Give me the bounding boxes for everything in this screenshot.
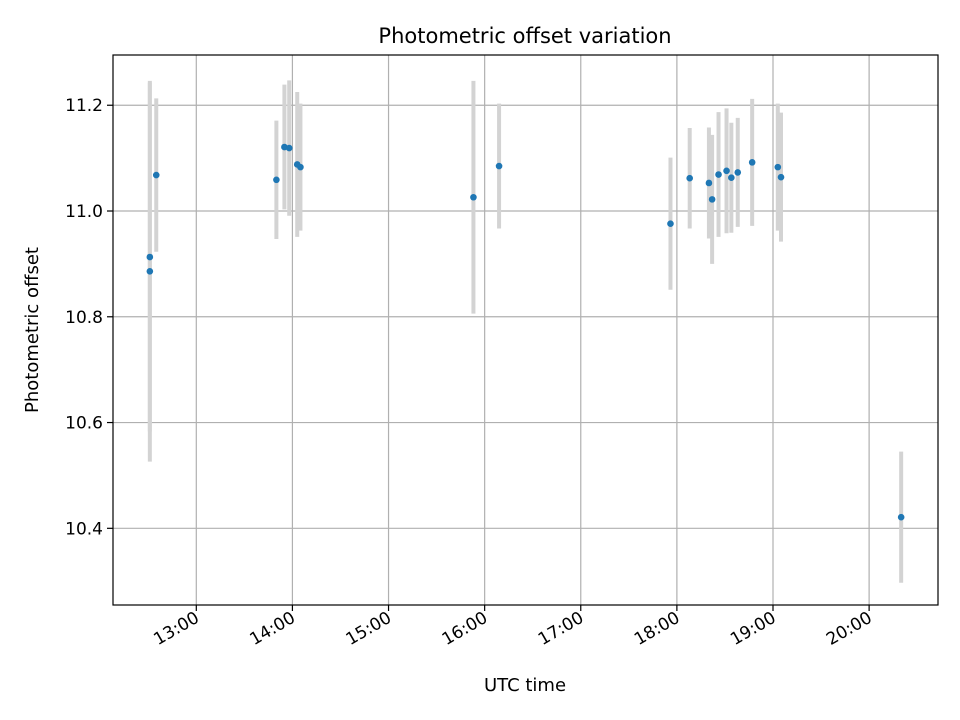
data-point xyxy=(723,167,730,175)
data-point xyxy=(146,253,154,261)
y-tick-label: 11.0 xyxy=(65,202,103,222)
data-point xyxy=(152,171,160,179)
chart-title: Photometric offset variation xyxy=(378,24,671,48)
data-point xyxy=(146,267,154,275)
data-points xyxy=(146,143,905,521)
data-point xyxy=(728,174,735,181)
data-point xyxy=(297,163,304,171)
data-point xyxy=(495,162,503,170)
data-point xyxy=(777,173,785,181)
data-point xyxy=(667,220,674,228)
y-axis-label: Photometric offset xyxy=(22,247,43,413)
data-point xyxy=(285,144,293,152)
y-tick-label: 11.2 xyxy=(65,96,103,116)
data-point xyxy=(734,169,742,176)
x-axis-label: UTC time xyxy=(484,675,566,696)
plot-frame xyxy=(112,54,939,606)
data-point xyxy=(748,159,756,166)
y-tick-label: 10.6 xyxy=(65,414,103,434)
data-point xyxy=(470,193,477,201)
data-point xyxy=(705,179,713,187)
data-point xyxy=(715,171,722,178)
y-axis-ticks: 10.4 10.6 10.8 11.0 11.2 xyxy=(65,96,113,539)
y-tick-label: 10.4 xyxy=(65,519,103,539)
data-point xyxy=(273,176,280,184)
grid xyxy=(113,55,938,605)
data-point xyxy=(708,196,716,203)
data-point xyxy=(897,513,905,521)
data-point xyxy=(774,163,782,171)
y-tick-label: 10.8 xyxy=(65,308,103,328)
data-point xyxy=(686,174,693,182)
